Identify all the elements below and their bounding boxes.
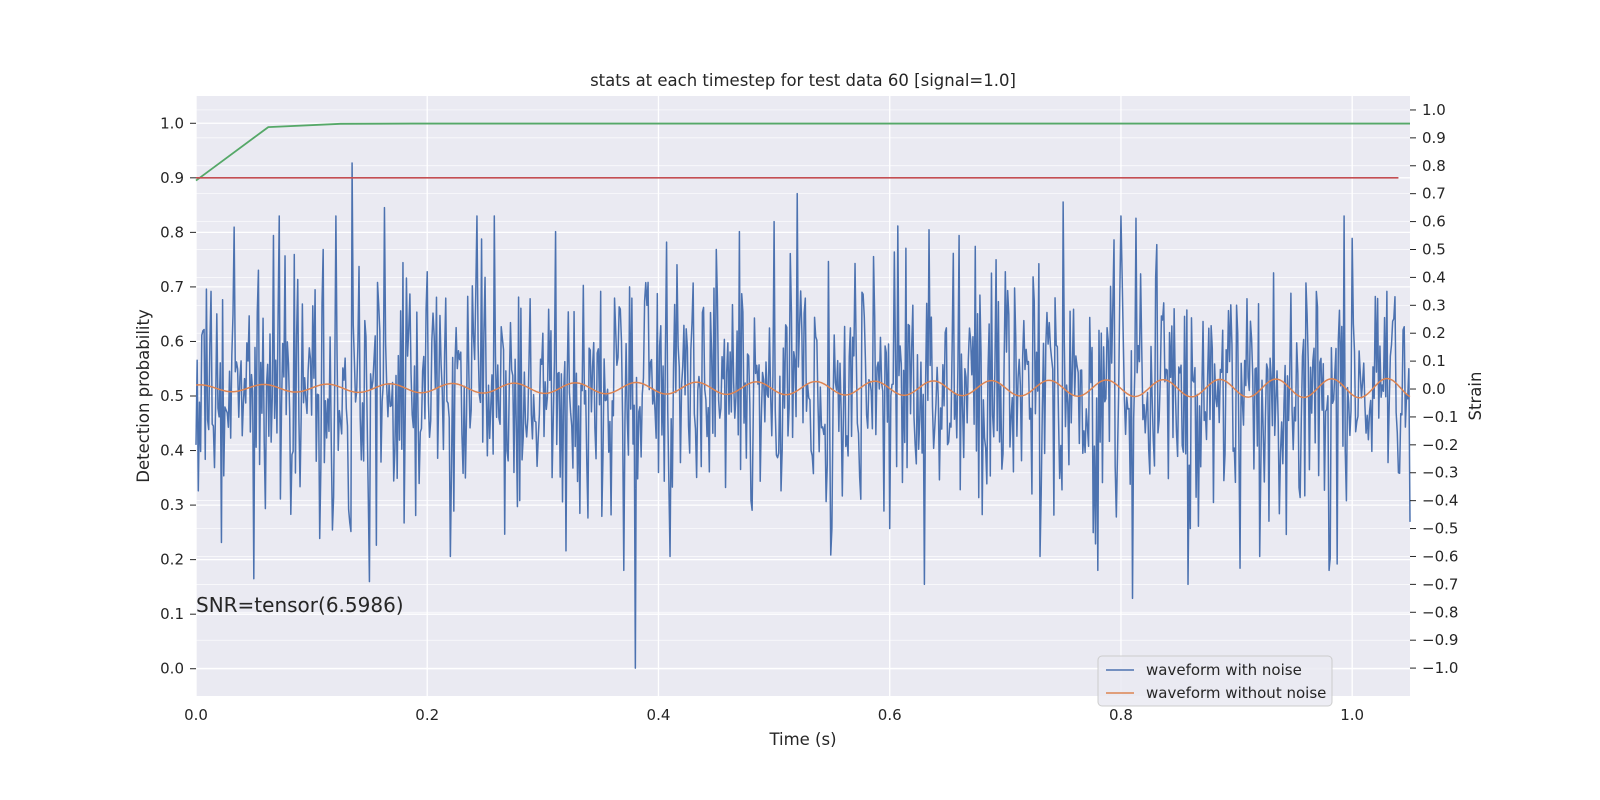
y-axis-ticks-left: 0.0 0.1 0.2 0.3 0.4 0.5 0.6 0.7 0.8 0.9 1.0 bbox=[160, 114, 196, 678]
y-right-tick-label: 0.7 bbox=[1422, 185, 1446, 203]
y-tick-label: 0.9 bbox=[160, 169, 184, 187]
x-tick-label: 0.6 bbox=[878, 706, 902, 724]
chart-title: stats at each timestep for test data 60 … bbox=[590, 71, 1016, 90]
y-right-tick-label: 0.3 bbox=[1422, 296, 1446, 314]
y-right-tick-label: −0.2 bbox=[1422, 436, 1458, 454]
y-axis-label: Detection probability bbox=[134, 309, 153, 483]
y-tick-label: 0.0 bbox=[160, 660, 184, 678]
x-axis-ticks: 0.0 0.2 0.4 0.6 0.8 1.0 bbox=[184, 706, 1364, 724]
y-tick-label: 0.4 bbox=[160, 442, 184, 460]
legend-entry-waveform-without-noise: waveform without noise bbox=[1146, 684, 1326, 702]
y-right-tick-label: 0.2 bbox=[1422, 324, 1446, 342]
x-tick-label: 1.0 bbox=[1340, 706, 1364, 724]
series-layer bbox=[195, 122, 1411, 669]
y-right-tick-label: −0.3 bbox=[1422, 464, 1458, 482]
y-right-tick-label: −0.8 bbox=[1422, 603, 1458, 621]
series-detection-probability bbox=[195, 122, 1410, 182]
series-waveform-without-noise bbox=[195, 377, 1411, 399]
series-waveform-with-noise bbox=[195, 162, 1411, 669]
y-tick-label: 0.7 bbox=[160, 278, 184, 296]
legend-box bbox=[1097, 655, 1333, 707]
x-axis-label: Time (s) bbox=[768, 730, 836, 749]
y-tick-label: 0.1 bbox=[160, 605, 184, 623]
y-right-tick-label: −0.7 bbox=[1422, 575, 1458, 593]
y-tick-label: 0.5 bbox=[160, 387, 184, 405]
y-tick-label: 0.3 bbox=[160, 496, 184, 514]
y-right-tick-label: 0.0 bbox=[1422, 380, 1446, 398]
y-tick-label: 0.6 bbox=[160, 332, 184, 350]
y-right-tick-label: 1.0 bbox=[1422, 101, 1446, 119]
x-tick-label: 0.8 bbox=[1109, 706, 1133, 724]
y-tick-label: 0.8 bbox=[160, 223, 184, 241]
x-tick-label: 0.4 bbox=[647, 706, 671, 724]
x-tick-label: 0.2 bbox=[415, 706, 439, 724]
snr-annotation: SNR=tensor(6.5986) bbox=[196, 593, 404, 617]
x-tick-label: 0.0 bbox=[184, 706, 208, 724]
y-right-tick-label: 0.4 bbox=[1422, 268, 1446, 286]
y-right-tick-label: 0.8 bbox=[1422, 157, 1446, 175]
y-right-tick-label: −0.6 bbox=[1422, 547, 1458, 565]
y-right-tick-label: −0.9 bbox=[1422, 631, 1458, 649]
y-tick-label: 0.2 bbox=[160, 551, 184, 569]
y-right-tick-label: −1.0 bbox=[1422, 659, 1458, 677]
y-right-tick-label: −0.4 bbox=[1422, 492, 1458, 510]
grid bbox=[195, 96, 1410, 696]
legend: waveform with noise waveform without noi… bbox=[1097, 655, 1333, 707]
y-right-tick-label: 0.5 bbox=[1422, 240, 1446, 258]
y-right-tick-label: −0.1 bbox=[1422, 408, 1458, 426]
y-tick-label: 1.0 bbox=[160, 114, 184, 132]
y-axis-ticks-right: −1.0 −0.9 −0.8 −0.7 −0.6 −0.5 −0.4 −0.3 −0.2 −0.1… bbox=[1410, 101, 1458, 677]
y-right-tick-label: −0.5 bbox=[1422, 520, 1458, 538]
y-right-tick-label: 0.6 bbox=[1422, 213, 1446, 231]
y-axis-label-right: Strain bbox=[1466, 372, 1485, 421]
legend-entry-waveform-with-noise: waveform with noise bbox=[1146, 661, 1302, 679]
y-right-tick-label: 0.9 bbox=[1422, 129, 1446, 147]
y-right-tick-label: 0.1 bbox=[1422, 352, 1446, 370]
